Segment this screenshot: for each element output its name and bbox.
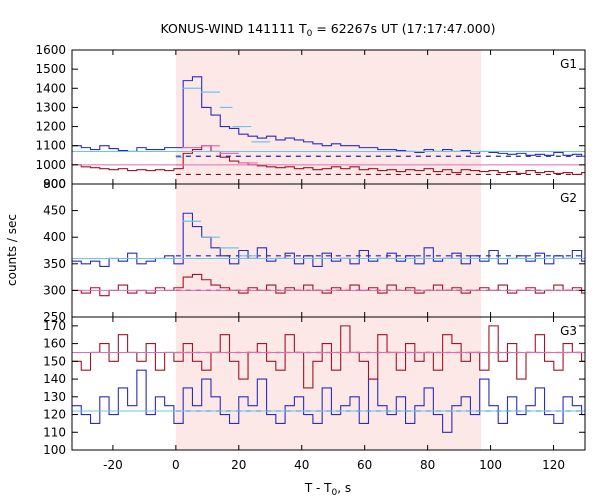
x-tick-label: 0 [172, 458, 180, 472]
panel-frame [71, 316, 586, 451]
y-tick-label: 160 [43, 337, 66, 351]
panel-label: G2 [560, 191, 577, 205]
x-tick-label: 80 [420, 458, 435, 472]
y-axis-label: counts / sec [5, 214, 19, 286]
series-soft-band [72, 145, 585, 175]
y-tick-label: 1300 [35, 100, 66, 114]
panel-g3: 100 110 120 130 140 150 160 170 G3 [43, 316, 586, 457]
panel-g1: 900 1000 1100 1200 1300 1400 1500 1600 800 G1 [35, 43, 586, 191]
y-tick-label: 400 [43, 230, 66, 244]
panel-plot-area [72, 325, 585, 433]
panel-label: G1 [560, 57, 577, 71]
y-tick-label: 170 [43, 319, 66, 333]
chart-title: KONUS-WIND 141111 T0 = 62267s UT (17:17:… [160, 21, 495, 39]
series-soft-band [72, 325, 585, 389]
y-tick-label: 1400 [35, 81, 66, 95]
y-tick-label: 100 [43, 443, 66, 457]
series-hard-band [72, 212, 585, 268]
y-tick-label: 1600 [35, 43, 66, 57]
y-tick-label: 1200 [35, 120, 66, 134]
y-tick-label: 250 [43, 310, 66, 324]
panel-plot-area [72, 76, 585, 176]
x-axis-label: T - T0, s [304, 481, 351, 498]
x-tick-label: 20 [231, 458, 246, 472]
x-tick-label: 120 [542, 458, 565, 472]
y-tick-label: 300 [43, 283, 66, 297]
y-tick-label: 800 [43, 177, 66, 191]
burst-interval-shade [175, 50, 482, 184]
y-tick-label: 350 [43, 257, 66, 271]
x-tick-label: 60 [357, 458, 372, 472]
burst-interval-shade [175, 184, 482, 317]
x-tick-label: -20 [103, 458, 123, 472]
panels-group: 9001000110012001300140015001600800G12503… [35, 43, 586, 472]
burst-interval-shade [175, 317, 482, 450]
y-tick-label: 130 [43, 390, 66, 404]
panel-g2: 250 300 350 400 450 G2 [43, 183, 586, 324]
y-tick-label: 900 [43, 177, 66, 191]
x-tick-label: 40 [294, 458, 309, 472]
y-tick-label: 110 [43, 425, 66, 439]
y-tick-label: 150 [43, 354, 66, 368]
series-hard-band [72, 369, 585, 433]
panel-label: G3 [560, 324, 577, 338]
y-tick-label: 140 [43, 372, 66, 386]
y-tick-label: 120 [43, 408, 66, 422]
y-tick-label: 450 [43, 204, 66, 218]
panel-plot-area [72, 212, 585, 297]
y-tick-label: 1100 [35, 139, 66, 153]
x-tick-label: 100 [479, 458, 502, 472]
y-tick-label: 1000 [35, 158, 66, 172]
y-tick-label: 1500 [35, 62, 66, 76]
